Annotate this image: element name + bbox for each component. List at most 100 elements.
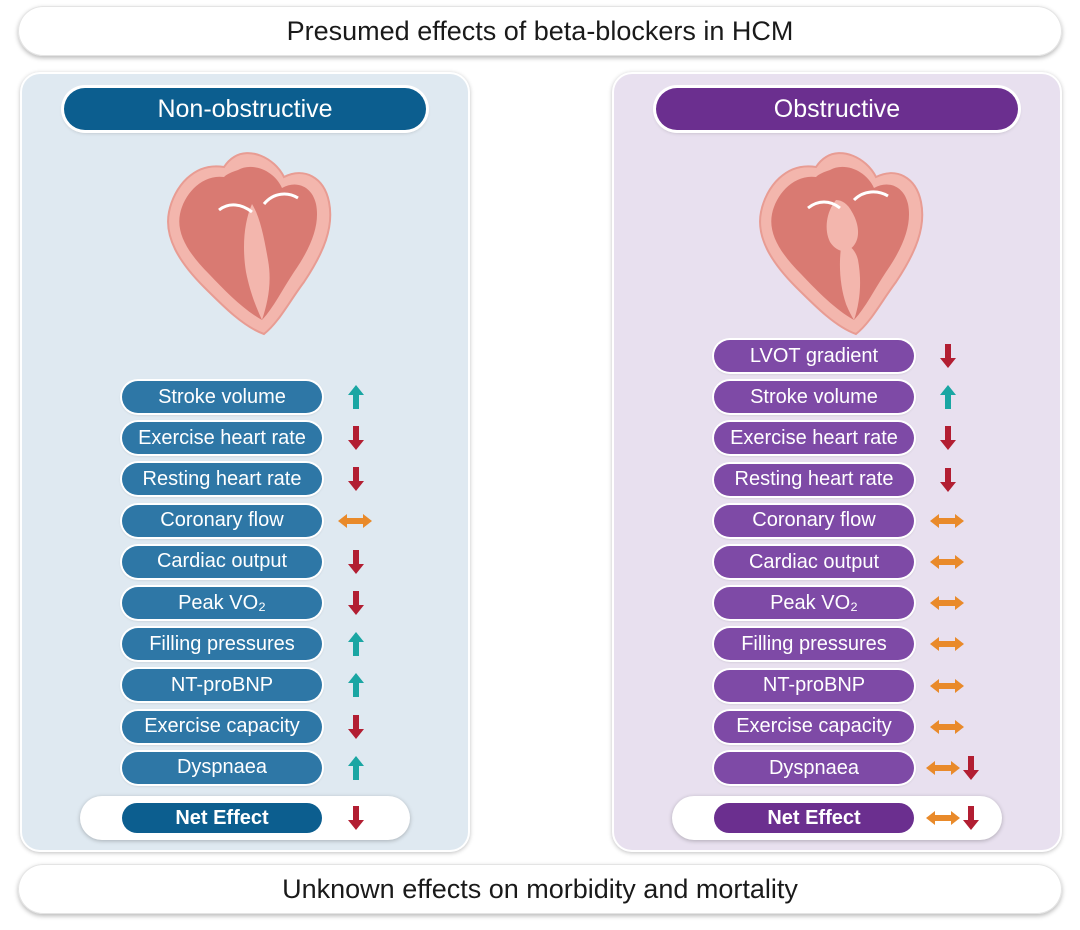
effect-arrow-icon [930,637,964,652]
effect-row: Peak VO₂ [20,586,470,620]
arrow-down-icon [348,714,364,739]
effect-arrow-icon [940,426,956,451]
effect-row: Stroke volume [612,380,1062,414]
effect-arrow-icon [930,555,964,569]
effect-label: Peak VO₂ [714,587,914,620]
effect-arrow-icon [930,678,964,693]
effect-row: Exercise heart rate [612,421,1062,455]
effect-label: Resting heart rate [122,463,322,496]
arrow-up-icon [348,632,364,657]
effect-row: Dyspnaea [20,751,470,785]
effect-label: NT-proBNP [122,669,322,702]
arrow-up-icon [940,385,956,410]
arrow-down-icon [348,426,364,451]
panel-title-obstructive: Obstructive [656,88,1018,130]
arrow-both-icon [930,719,964,734]
effect-label: Peak VO₂ [122,587,322,619]
arrow-both-icon [930,596,964,611]
net-effect-arrow-non-obstructive-icon [348,806,364,830]
arrow-down-icon [348,591,364,615]
title-banner: Presumed effects of beta-blockers in HCM [18,6,1062,56]
effect-arrow-icon [930,513,964,528]
effect-label: Exercise heart rate [714,422,914,455]
effect-label: Filling pressures [714,628,914,661]
effect-arrow-icon [348,673,364,698]
arrow-down-icon [963,756,979,780]
effect-row: NT-proBNP [612,669,1062,703]
panel-non-obstructive: Non-obstructive Stroke volume Exercise he… [20,72,470,852]
footer-banner: Unknown effects on morbidity and mortali… [18,864,1062,914]
arrow-down-icon [940,467,956,492]
figure-title: Presumed effects of beta-blockers in HCM [286,15,794,46]
arrow-down-icon [348,549,364,574]
effect-row: Stroke volume [20,380,470,414]
effect-label: Stroke volume [714,381,914,414]
effect-arrow-icon [940,385,956,410]
effect-label: Filling pressures [122,628,322,661]
effect-arrow-icon [348,755,364,780]
net-effect-arrow-obstructive-icon [926,806,979,830]
effect-arrow-icon [338,513,372,528]
effect-arrow-icon [348,632,364,657]
arrow-up-icon [348,755,364,780]
arrow-both-icon [930,555,964,569]
effect-row: Resting heart rate [612,463,1062,497]
effects-list-obstructive: LVOT gradient Stroke volume Exercise heart… [612,72,1062,852]
heart-non-obstructive-icon [167,152,332,336]
arrow-down-icon [940,344,956,368]
effect-label: NT-proBNP [714,669,914,702]
effect-row: Dyspnaea [612,751,1062,785]
effect-label: Dyspnaea [122,751,322,784]
effect-arrow-icon [348,549,364,574]
effect-row: Cardiac output [20,545,470,579]
effect-row: LVOT gradient [612,339,1062,373]
effect-arrow-icon [348,467,364,492]
effect-row: Filling pressures [612,627,1062,661]
panel-obstructive: Obstructive LVOT gradient Stroke volume Ex… [612,72,1062,852]
effect-arrow-icon [926,756,979,780]
effect-arrow-icon [348,591,364,615]
net-effect-label-non-obstructive: Net Effect [122,803,322,833]
effects-list-non-obstructive: Stroke volume Exercise heart rate Resting … [20,72,470,852]
effect-label: Exercise capacity [714,710,914,743]
arrow-up-icon [348,385,364,409]
effect-arrow-icon [348,426,364,451]
arrow-down-icon [963,806,979,830]
effect-arrow-icon [930,719,964,734]
arrow-both-icon [930,513,964,528]
arrow-both-icon [930,637,964,652]
effect-label: Coronary flow [122,504,322,537]
arrow-both-icon [338,513,372,528]
arrow-both-icon [930,678,964,693]
effect-label: Exercise heart rate [122,422,322,455]
arrow-down-icon [940,426,956,451]
arrow-up-icon [348,673,364,698]
effect-row: Exercise capacity [612,710,1062,744]
effect-arrow-icon [930,596,964,611]
arrow-both-icon [926,811,960,825]
effect-arrow-icon [940,467,956,492]
arrow-down-icon [348,467,364,492]
effect-label: Cardiac output [714,546,914,578]
arrow-down-icon [348,806,364,830]
effect-row: Peak VO₂ [612,586,1062,620]
effect-label: LVOT gradient [714,340,914,372]
effect-label: Cardiac output [122,545,322,578]
effect-arrow-icon [940,344,956,368]
effect-label: Resting heart rate [714,463,914,496]
net-effect-label-obstructive: Net Effect [714,803,914,833]
effect-row: Coronary flow [20,504,470,538]
heart-obstructive-icon [759,152,924,336]
effect-row: Coronary flow [612,504,1062,538]
effect-label: Dyspnaea [714,752,914,784]
panel-title-non-obstructive: Non-obstructive [64,88,426,130]
effect-arrow-icon [348,714,364,739]
effect-row: Cardiac output [612,545,1062,579]
effect-row: Exercise heart rate [20,421,470,455]
effect-label: Stroke volume [122,381,322,413]
effect-row: Exercise capacity [20,710,470,744]
arrow-both-icon [926,761,960,775]
effect-row: Resting heart rate [20,462,470,496]
effect-row: Filling pressures [20,627,470,661]
effect-label: Exercise capacity [122,710,322,743]
